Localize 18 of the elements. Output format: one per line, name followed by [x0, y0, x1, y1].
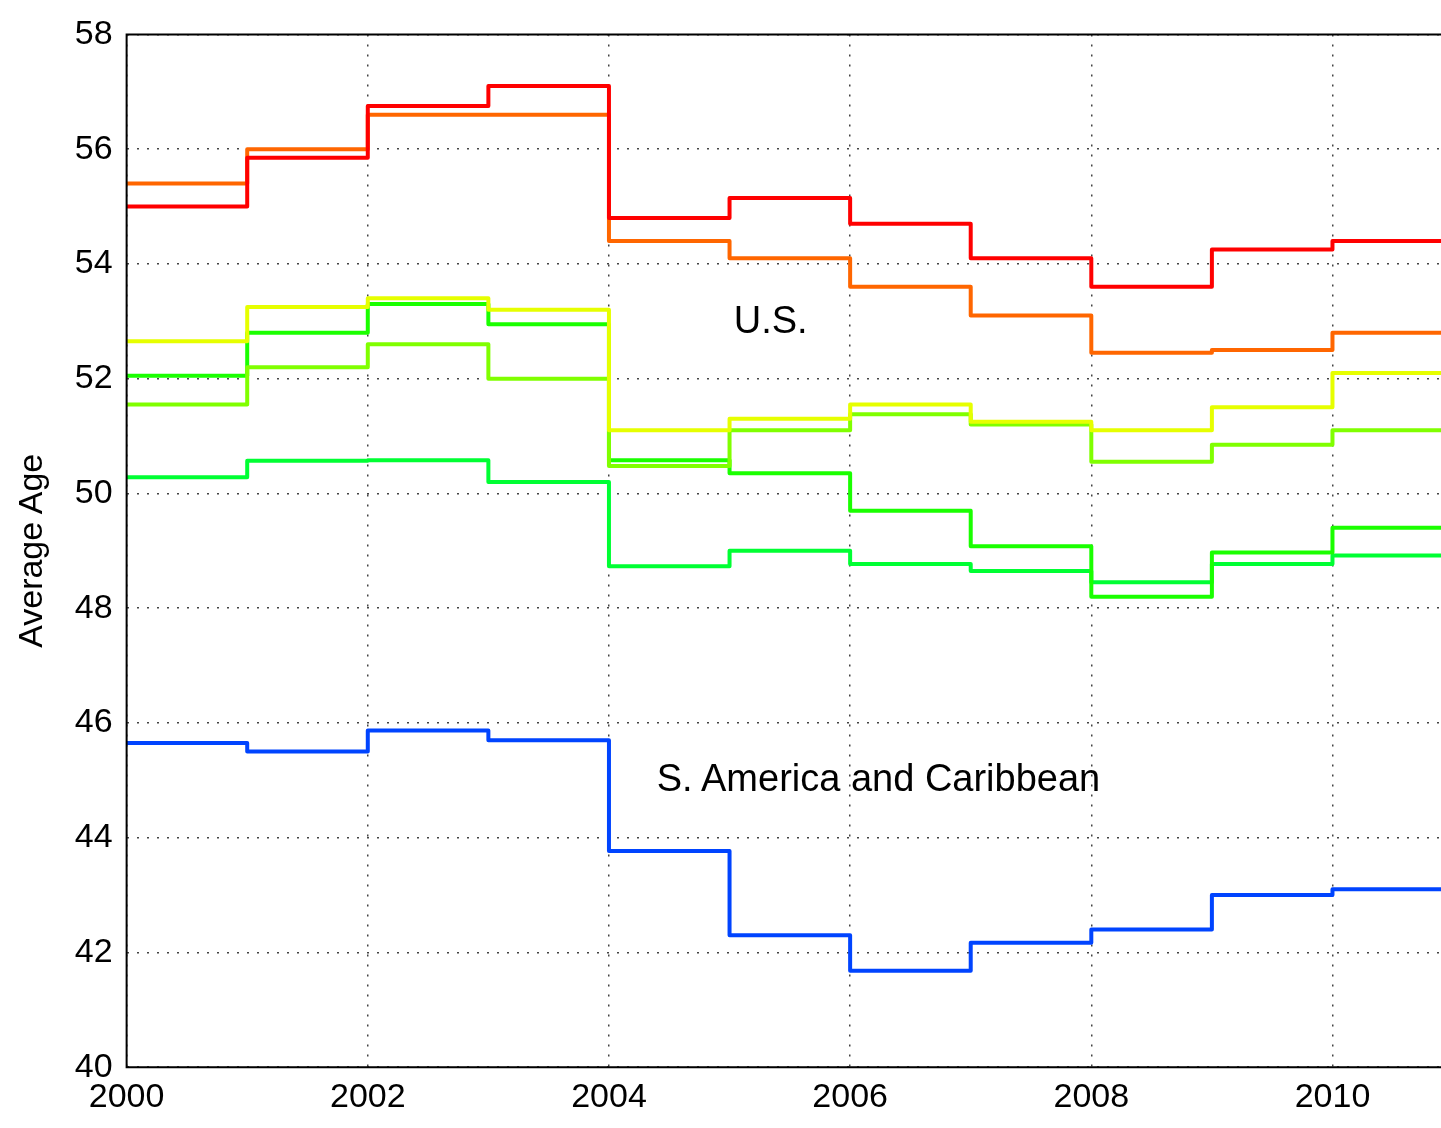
- y-tick-label: 52: [74, 357, 113, 396]
- x-tick-label: 2004: [571, 1075, 647, 1114]
- annotation: S. America and Caribbean: [656, 756, 1101, 799]
- y-tick-label: 48: [74, 586, 113, 625]
- y-tick-label: 40: [74, 1045, 113, 1084]
- y-tick-label: 56: [74, 127, 113, 166]
- y-tick-label: 42: [74, 930, 113, 969]
- y-tick-label: 58: [74, 12, 113, 51]
- y-tick-label: 50: [74, 471, 113, 510]
- annotation: U.S.: [733, 299, 808, 342]
- y-axis-title: Average Age: [10, 453, 49, 648]
- x-tick-label: 2006: [812, 1075, 888, 1114]
- y-tick-label: 54: [74, 242, 113, 281]
- x-tick-label: 2010: [1294, 1075, 1371, 1114]
- x-tick-label: 2008: [1053, 1075, 1130, 1114]
- x-tick-label: 2002: [329, 1075, 406, 1114]
- y-tick-label: 46: [74, 701, 113, 740]
- y-tick-label: 44: [74, 816, 113, 855]
